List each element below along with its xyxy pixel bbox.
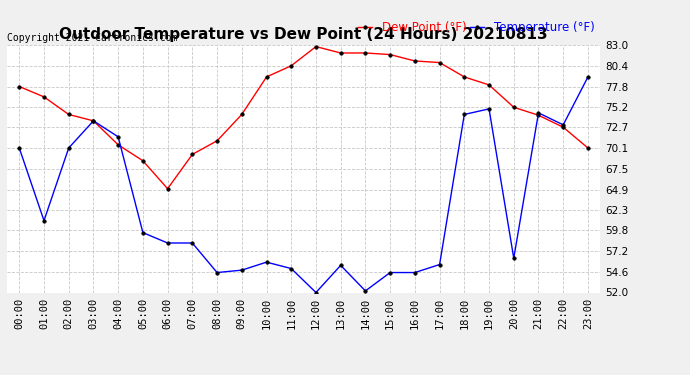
Temperature (°F): [337, 263, 345, 268]
Dew Point (°F): [337, 51, 345, 55]
Temperature (°F): [164, 241, 172, 245]
Dew Point (°F): [534, 113, 542, 117]
Temperature (°F): [213, 270, 221, 275]
Line: Temperature (°F): Temperature (°F): [17, 75, 590, 294]
Dew Point (°F): [114, 142, 122, 147]
Dew Point (°F): [89, 118, 97, 123]
Text: Copyright 2021 Cartronics.com: Copyright 2021 Cartronics.com: [7, 33, 177, 42]
Dew Point (°F): [262, 75, 270, 79]
Dew Point (°F): [287, 63, 295, 68]
Dew Point (°F): [40, 94, 48, 99]
Temperature (°F): [460, 112, 469, 117]
Temperature (°F): [237, 268, 246, 272]
Dew Point (°F): [65, 112, 73, 117]
Temperature (°F): [485, 106, 493, 111]
Dew Point (°F): [15, 84, 23, 89]
Dew Point (°F): [164, 186, 172, 191]
Dew Point (°F): [237, 112, 246, 117]
Dew Point (°F): [485, 82, 493, 87]
Temperature (°F): [188, 241, 197, 245]
Temperature (°F): [435, 262, 444, 267]
Temperature (°F): [510, 256, 518, 260]
Temperature (°F): [534, 111, 542, 115]
Temperature (°F): [40, 218, 48, 223]
Temperature (°F): [287, 266, 295, 271]
Dew Point (°F): [559, 125, 567, 129]
Dew Point (°F): [386, 53, 394, 57]
Temperature (°F): [89, 118, 97, 123]
Dew Point (°F): [510, 105, 518, 110]
Temperature (°F): [559, 123, 567, 127]
Line: Dew Point (°F): Dew Point (°F): [17, 45, 590, 190]
Temperature (°F): [386, 270, 394, 275]
Dew Point (°F): [188, 152, 197, 157]
Legend: Dew Point (°F), Temperature (°F): Dew Point (°F), Temperature (°F): [358, 21, 594, 34]
Title: Outdoor Temperature vs Dew Point (24 Hours) 20210813: Outdoor Temperature vs Dew Point (24 Hou…: [59, 27, 548, 42]
Dew Point (°F): [411, 59, 419, 63]
Temperature (°F): [312, 290, 320, 295]
Dew Point (°F): [460, 75, 469, 79]
Temperature (°F): [65, 146, 73, 150]
Dew Point (°F): [435, 60, 444, 65]
Temperature (°F): [139, 230, 147, 235]
Dew Point (°F): [312, 44, 320, 49]
Temperature (°F): [411, 270, 419, 275]
Temperature (°F): [262, 260, 270, 264]
Dew Point (°F): [584, 146, 592, 150]
Temperature (°F): [114, 135, 122, 139]
Dew Point (°F): [213, 138, 221, 143]
Temperature (°F): [584, 75, 592, 79]
Dew Point (°F): [139, 159, 147, 163]
Temperature (°F): [15, 146, 23, 150]
Dew Point (°F): [362, 51, 370, 55]
Temperature (°F): [362, 289, 370, 293]
